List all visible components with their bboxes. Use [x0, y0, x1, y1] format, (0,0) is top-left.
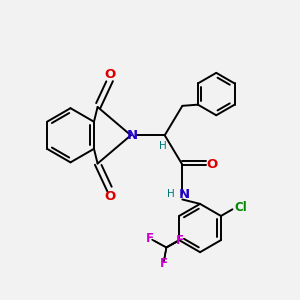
Text: F: F: [160, 257, 167, 270]
Text: O: O: [105, 68, 116, 80]
Text: N: N: [179, 188, 190, 201]
Text: O: O: [207, 158, 218, 171]
Text: F: F: [176, 234, 184, 247]
Text: N: N: [127, 129, 138, 142]
Text: H: H: [159, 141, 167, 151]
Text: O: O: [105, 190, 116, 203]
Text: H: H: [167, 189, 175, 199]
Text: F: F: [146, 232, 154, 245]
Text: Cl: Cl: [234, 201, 247, 214]
